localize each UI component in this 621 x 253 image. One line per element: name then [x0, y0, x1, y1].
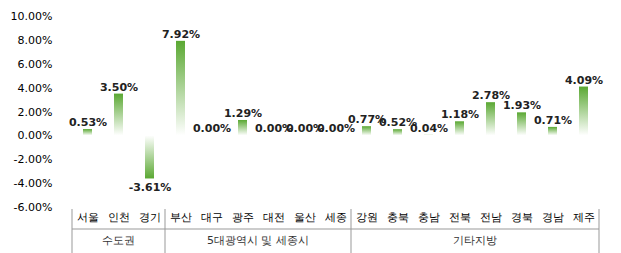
svg-text:강원: 강원	[356, 211, 378, 224]
svg-text:제주: 제주	[573, 211, 595, 224]
svg-text:1.93%: 1.93%	[503, 99, 541, 112]
svg-text:대전: 대전	[263, 211, 285, 224]
svg-text:전북: 전북	[449, 211, 471, 224]
svg-text:5대광역시 및 세종시: 5대광역시 및 세종시	[207, 234, 309, 247]
svg-text:4.09%: 4.09%	[565, 74, 603, 87]
svg-text:경기: 경기	[139, 211, 161, 224]
svg-text:-4.00%: -4.00%	[14, 177, 53, 190]
svg-text:4.00%: 4.00%	[18, 82, 53, 95]
svg-text:8.00%: 8.00%	[18, 34, 53, 47]
svg-text:3.50%: 3.50%	[100, 81, 138, 94]
svg-text:6.00%: 6.00%	[18, 58, 53, 71]
svg-text:0.00%: 0.00%	[254, 122, 294, 136]
svg-text:-2.00%: -2.00%	[14, 153, 53, 166]
svg-text:부산: 부산	[170, 211, 192, 224]
svg-text:0.77%: 0.77%	[347, 113, 387, 127]
svg-text:2.00%: 2.00%	[18, 106, 53, 119]
svg-text:0.53%: 0.53%	[69, 116, 107, 129]
svg-text:대구: 대구	[201, 211, 223, 224]
svg-text:-3.61%: -3.61%	[129, 180, 172, 193]
svg-text:0.04%: 0.04%	[410, 122, 448, 135]
svg-text:충북: 충북	[387, 211, 409, 224]
svg-text:0.71%: 0.71%	[534, 114, 572, 127]
svg-text:전남: 전남	[480, 211, 502, 224]
svg-text:경북: 경북	[511, 211, 533, 224]
svg-text:2.78%: 2.78%	[471, 89, 511, 103]
svg-text:서울: 서울	[77, 211, 99, 224]
svg-text:인천: 인천	[108, 211, 130, 224]
svg-text:세종: 세종	[325, 211, 347, 224]
svg-text:0.00%: 0.00%	[18, 129, 53, 142]
svg-text:1.29%: 1.29%	[224, 107, 262, 120]
svg-text:0.52%: 0.52%	[378, 116, 418, 130]
svg-text:0.00%: 0.00%	[193, 122, 231, 135]
svg-text:울산: 울산	[294, 211, 316, 224]
svg-text:0.00%: 0.00%	[285, 122, 325, 136]
svg-text:기타지방: 기타지방	[453, 234, 497, 247]
svg-text:수도권: 수도권	[102, 234, 135, 247]
svg-text:0.00%: 0.00%	[316, 122, 356, 136]
svg-text:7.92%: 7.92%	[162, 28, 200, 41]
svg-text:광주: 광주	[232, 211, 254, 224]
svg-text:충남: 충남	[418, 211, 440, 224]
svg-text:-6.00%: -6.00%	[14, 201, 53, 214]
svg-text:경남: 경남	[542, 211, 564, 224]
svg-text:1.18%: 1.18%	[441, 108, 479, 121]
svg-text:10.00%: 10.00%	[11, 10, 53, 23]
